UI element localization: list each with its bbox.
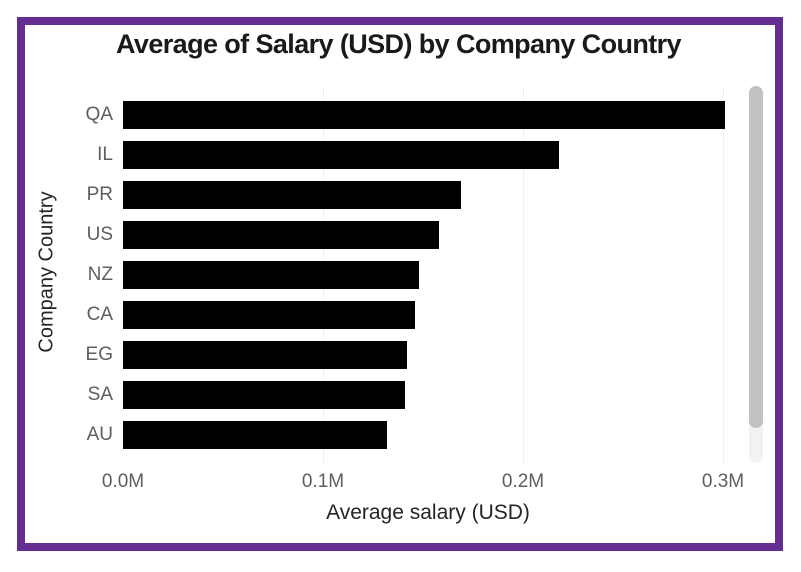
scrollbar-thumb[interactable] — [749, 86, 763, 428]
bar-row-ca: CA — [40, 301, 415, 329]
bar-qa[interactable] — [123, 101, 725, 129]
bar-row-sa: SA — [40, 381, 405, 409]
category-label-au: AU — [86, 424, 113, 445]
bar-pr[interactable] — [123, 181, 461, 209]
bar-nz[interactable] — [123, 261, 419, 289]
category-label-nz: NZ — [87, 264, 113, 285]
x-tick-0-2m: 0.2M — [501, 471, 545, 492]
category-label-us: US — [86, 224, 113, 245]
gridline-0-3m — [723, 88, 724, 466]
bar-eg[interactable] — [123, 341, 407, 369]
x-axis-title: Average salary (USD) — [326, 501, 530, 524]
chart-title: Average of Salary (USD) by Company Count… — [116, 29, 682, 59]
x-tick-0-0m: 0.0M — [101, 471, 145, 492]
bar-row-eg: EG — [40, 341, 407, 369]
gridline-0-2m — [523, 88, 524, 466]
x-tick-0-1m: 0.1M — [301, 471, 345, 492]
visual-border — [17, 17, 783, 551]
x-tick-0-3m: 0.3M — [701, 471, 745, 492]
bar-row-pr: PR — [40, 181, 461, 209]
category-label-ca: CA — [86, 304, 113, 325]
bar-row-il: IL — [40, 141, 559, 169]
category-label-sa: SA — [87, 384, 113, 405]
bar-ca[interactable] — [123, 301, 415, 329]
category-label-qa: QA — [85, 104, 113, 125]
bar-au[interactable] — [123, 421, 387, 449]
bar-us[interactable] — [123, 221, 439, 249]
bar-row-us: US — [40, 221, 439, 249]
bar-row-au: AU — [40, 421, 387, 449]
bar-row-qa: QA — [40, 101, 725, 129]
category-label-il: IL — [97, 144, 113, 165]
bar-sa[interactable] — [123, 381, 405, 409]
bar-il[interactable] — [123, 141, 559, 169]
scrollbar-track[interactable] — [749, 86, 763, 463]
bar-row-nz: NZ — [40, 261, 419, 289]
category-label-eg: EG — [85, 344, 113, 365]
category-label-pr: PR — [86, 184, 113, 205]
